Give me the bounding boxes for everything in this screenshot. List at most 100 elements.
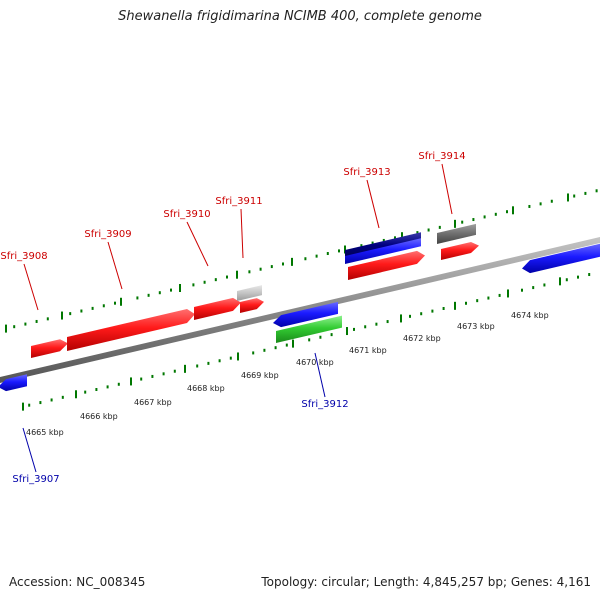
- gene-label-connector: [314, 352, 326, 398]
- minor-tick: [521, 288, 523, 292]
- minor-tick: [61, 395, 64, 399]
- minor-tick: [248, 270, 251, 274]
- minor-tick: [416, 231, 419, 235]
- minor-tick: [84, 390, 87, 394]
- minor-tick: [39, 401, 42, 405]
- minor-tick: [147, 293, 150, 297]
- major-tick: [559, 277, 561, 286]
- minor-tick: [588, 273, 591, 277]
- gene-label-sfri-3911[interactable]: Sfri_3911: [215, 196, 262, 207]
- minor-tick: [114, 301, 116, 305]
- minor-tick: [382, 238, 385, 242]
- minor-tick: [472, 218, 475, 222]
- minor-tick: [173, 369, 176, 373]
- gene-label-sfri-3910[interactable]: Sfri_3910: [163, 209, 210, 220]
- minor-tick: [330, 333, 333, 337]
- major-tick: [344, 245, 346, 254]
- gene-label-sfri-3913[interactable]: Sfri_3913: [343, 167, 390, 178]
- gene-sfri-3907-feature[interactable]: [0, 374, 27, 392]
- minor-tick: [532, 286, 535, 290]
- major-tick: [237, 352, 239, 361]
- minor-tick: [226, 275, 228, 279]
- minor-tick: [371, 241, 374, 245]
- gene-sfri-3915-feature[interactable]: [522, 243, 600, 274]
- major-tick: [179, 284, 181, 292]
- minor-tick: [375, 322, 378, 326]
- major-tick: [5, 324, 7, 333]
- minor-tick: [46, 317, 49, 321]
- minor-tick: [285, 343, 288, 347]
- gene-sfri-3909-feature[interactable]: [67, 309, 195, 351]
- scale-tick-label: 4669 kbp: [241, 371, 279, 380]
- minor-tick: [465, 301, 467, 305]
- minor-tick: [270, 265, 273, 269]
- gene-label-connector: [240, 208, 244, 259]
- gene-sfri-3910-feature[interactable]: [194, 297, 241, 320]
- minor-tick: [170, 288, 172, 292]
- gene-sfri-3908-feature[interactable]: [31, 339, 68, 358]
- minor-tick: [24, 322, 27, 326]
- gene-label-sfri-3907[interactable]: Sfri_3907: [12, 474, 59, 485]
- scale-tick-labels: 4665 kbp 4666 kbp 4667 kbp 4668 kbp 4669 kbp…: [26, 311, 549, 437]
- minor-tick: [304, 257, 307, 261]
- minor-tick: [487, 296, 490, 300]
- minor-tick: [461, 220, 464, 224]
- minor-tick: [229, 356, 232, 360]
- major-tick: [512, 206, 514, 215]
- major-tick: [292, 339, 294, 348]
- minor-tick: [442, 306, 445, 310]
- minor-tick: [158, 291, 161, 295]
- minor-tick: [282, 262, 284, 266]
- gene-features[interactable]: [0, 223, 600, 392]
- gene-label-connector: [366, 179, 380, 229]
- minor-tick: [117, 382, 120, 386]
- minor-tick: [364, 325, 367, 329]
- minor-tick: [420, 312, 423, 316]
- minor-tick: [274, 346, 277, 350]
- gene-sfri-3911-pseudo-feature[interactable]: [237, 285, 262, 301]
- gene-sfri-3912-feature[interactable]: [273, 301, 338, 328]
- minor-tick: [80, 309, 83, 313]
- scale-tick-label: 4666 kbp: [80, 412, 118, 421]
- gene-sfri-3913-blue-feature[interactable]: [345, 238, 421, 264]
- gene-label-sfri-3914[interactable]: Sfri_3914: [418, 151, 465, 162]
- minor-tick: [360, 244, 363, 248]
- minor-tick: [106, 385, 109, 389]
- minor-tick: [218, 359, 221, 363]
- gene-label-sfri-3908[interactable]: Sfri_3908: [0, 251, 47, 262]
- major-tick: [120, 297, 122, 306]
- minor-tick: [577, 275, 579, 279]
- gene-labels: Sfri_3907 Sfri_3908 Sfri_3909 Sfri_3910 Sfri…: [0, 151, 465, 485]
- gene-label-sfri-3909[interactable]: Sfri_3909: [84, 229, 131, 240]
- scale-tick-label: 4665 kbp: [26, 428, 64, 437]
- minor-tick: [386, 320, 389, 324]
- scale-tick-label: 4668 kbp: [187, 384, 225, 393]
- major-tick: [567, 193, 569, 202]
- minor-tick: [136, 296, 139, 300]
- gene-label-connector: [107, 241, 123, 290]
- gene-label-connector: [186, 221, 209, 267]
- minor-tick: [550, 199, 553, 203]
- minor-tick: [196, 364, 199, 368]
- gene-label-sfri-3912[interactable]: Sfri_3912: [301, 399, 348, 410]
- minor-tick: [494, 212, 497, 216]
- map-title: Shewanella frigidimarina NCIMB 400, comp…: [118, 9, 482, 24]
- minor-tick: [214, 278, 217, 282]
- genome-stats-text: Topology: circular; Length: 4,845,257 bp…: [261, 575, 591, 589]
- gene-sfri-3914-feature[interactable]: [441, 242, 479, 260]
- major-tick: [184, 364, 186, 373]
- gene-sfri-3911-feature[interactable]: [240, 298, 264, 313]
- minor-tick: [498, 293, 501, 297]
- gene-sfri-3914-grey-feature[interactable]: [437, 223, 476, 244]
- gene-sfri-3913-feature[interactable]: [348, 250, 425, 280]
- minor-tick: [203, 280, 206, 284]
- minor-tick: [28, 403, 31, 407]
- minor-tick: [595, 189, 598, 193]
- major-tick: [130, 377, 132, 386]
- minor-tick: [427, 228, 430, 232]
- gene-label-connector: [22, 427, 37, 473]
- gene-sfri-3912-rna-feature[interactable]: [276, 315, 342, 343]
- minor-tick: [13, 325, 16, 329]
- major-tick: [236, 270, 238, 279]
- genome-backbone: [0, 237, 600, 383]
